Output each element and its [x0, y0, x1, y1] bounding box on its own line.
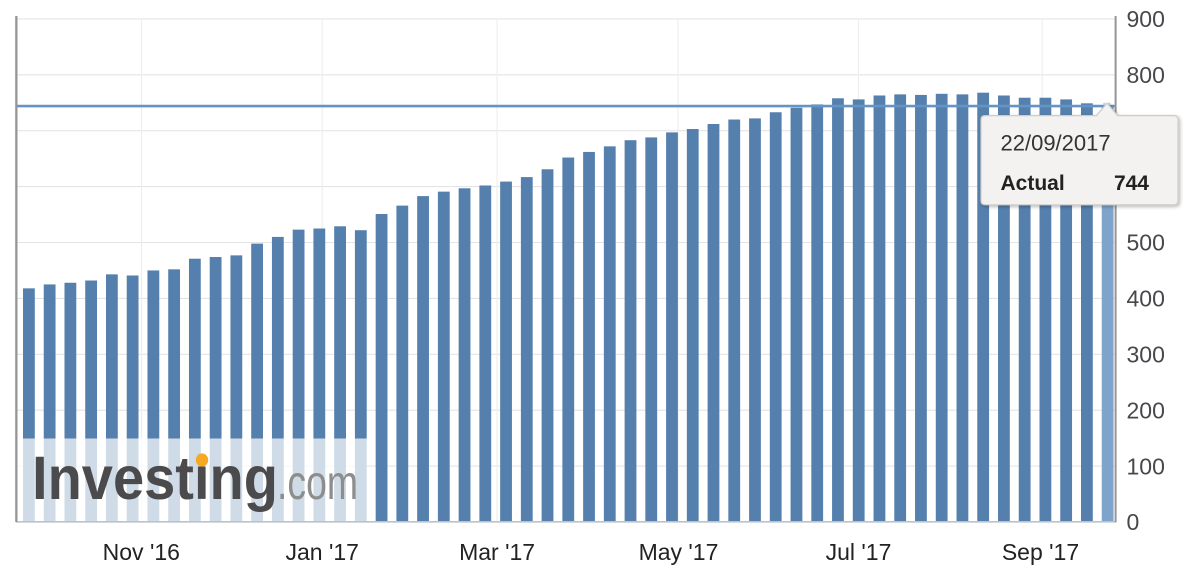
svg-text:Jan '17: Jan '17 — [285, 539, 358, 565]
svg-text:Sep '17: Sep '17 — [1002, 539, 1079, 565]
svg-text:0: 0 — [1127, 509, 1140, 535]
svg-text:900: 900 — [1127, 6, 1165, 32]
svg-text:800: 800 — [1127, 62, 1165, 88]
svg-text:300: 300 — [1127, 342, 1165, 368]
svg-text:.com: .com — [277, 457, 358, 510]
svg-text:May '17: May '17 — [639, 539, 719, 565]
svg-text:400: 400 — [1127, 286, 1165, 312]
svg-text:100: 100 — [1127, 453, 1165, 479]
svg-text:Actual: Actual — [1001, 172, 1065, 195]
svg-text:200: 200 — [1127, 397, 1165, 423]
svg-text:Jul '17: Jul '17 — [826, 539, 892, 565]
svg-text:Nov '16: Nov '16 — [103, 539, 180, 565]
svg-text:Mar '17: Mar '17 — [459, 539, 535, 565]
svg-text:Investing: Investing — [32, 444, 278, 512]
svg-text:22/09/2017: 22/09/2017 — [1001, 131, 1111, 156]
svg-text:500: 500 — [1127, 230, 1165, 256]
svg-text:744: 744 — [1114, 172, 1149, 195]
